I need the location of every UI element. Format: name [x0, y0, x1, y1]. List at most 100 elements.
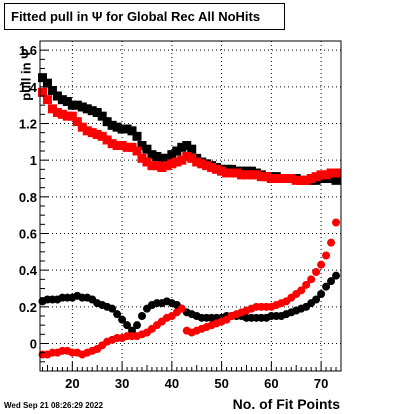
- datestamp: Wed Sep 21 08:26:29 2022: [4, 401, 104, 410]
- data-point: [133, 321, 142, 330]
- data-point: [127, 126, 137, 136]
- data-point: [322, 282, 331, 291]
- data-point: [256, 172, 266, 182]
- data-point: [276, 174, 286, 183]
- data-point: [312, 295, 321, 304]
- data-point: [182, 141, 192, 150]
- data-point: [147, 150, 157, 160]
- data-point: [311, 172, 321, 182]
- y-tick-label: 0.2: [19, 300, 37, 315]
- data-point: [251, 170, 261, 180]
- data-point: [331, 175, 341, 185]
- data-point: [162, 153, 172, 163]
- y-tick-label: 1.4: [19, 80, 38, 95]
- data-point: [317, 260, 326, 269]
- data-point: [217, 166, 227, 176]
- data-point: [67, 111, 77, 121]
- data-point: [127, 142, 137, 152]
- y-axis-label: pull in Ψ: [18, 48, 34, 101]
- data-point: [112, 122, 122, 132]
- data-point: [137, 141, 147, 150]
- data-point: [332, 218, 341, 227]
- x-tick-label: 50: [214, 376, 228, 391]
- data-point: [307, 275, 316, 284]
- data-series: [37, 73, 341, 359]
- data-point: [177, 155, 187, 165]
- data-point: [87, 106, 97, 116]
- data-point: [167, 159, 177, 169]
- data-point: [232, 168, 242, 178]
- data-point: [137, 153, 147, 163]
- data-point: [123, 321, 132, 330]
- data-point: [241, 170, 251, 180]
- data-point: [192, 157, 202, 167]
- data-point: [302, 280, 311, 289]
- data-point: [62, 111, 72, 121]
- data-point: [316, 170, 326, 180]
- data-point: [57, 95, 67, 105]
- data-point: [97, 131, 107, 141]
- data-point: [327, 238, 336, 247]
- data-point: [72, 117, 82, 127]
- data-point: [92, 130, 102, 139]
- data-point: [147, 161, 157, 171]
- data-point: [72, 100, 82, 110]
- data-point: [37, 87, 47, 97]
- data-point: [246, 170, 256, 180]
- data-point: [112, 141, 122, 150]
- tick-labels: 20 30 40 50 60 70 0 0.2 0.4 0.6 0.8 1 1.2 1.4 1.6: [19, 43, 328, 391]
- data-point: [157, 153, 167, 163]
- chart-title: Fitted pull in Ψ for Global Rec All NoHi…: [4, 3, 285, 30]
- data-point: [122, 142, 132, 152]
- data-point: [157, 163, 167, 172]
- x-tick-label: 20: [65, 376, 79, 391]
- data-point: [207, 163, 217, 172]
- data-point: [266, 174, 276, 183]
- data-point: [331, 168, 341, 178]
- data-point: [102, 117, 112, 127]
- data-point: [202, 161, 212, 171]
- data-point: [142, 157, 152, 167]
- plot-frame: [39, 40, 342, 372]
- data-point: [261, 172, 271, 182]
- data-point: [301, 175, 311, 185]
- data-point: [117, 124, 127, 134]
- data-point: [172, 146, 182, 156]
- data-point: [47, 86, 57, 95]
- data-point: [77, 102, 87, 112]
- data-point: [57, 109, 67, 119]
- data-point: [82, 104, 92, 114]
- data-point: [172, 157, 182, 167]
- data-point: [167, 150, 177, 160]
- data-point: [212, 164, 222, 174]
- data-point: [47, 104, 57, 114]
- data-point: [132, 131, 142, 141]
- x-tick-label: 40: [165, 376, 179, 391]
- series-1: [37, 87, 341, 185]
- data-point: [152, 152, 162, 161]
- series-3: [38, 218, 341, 359]
- data-point: [321, 170, 331, 180]
- data-point: [271, 174, 281, 183]
- data-point: [113, 310, 122, 319]
- data-point: [52, 91, 62, 101]
- data-point: [317, 290, 326, 298]
- data-point: [322, 251, 331, 260]
- data-point: [77, 122, 87, 132]
- data-point: [107, 139, 117, 149]
- data-point: [222, 168, 232, 178]
- y-tick-label: 0: [30, 337, 37, 352]
- y-tick-label: 1: [30, 153, 37, 168]
- data-point: [326, 174, 336, 183]
- data-point: [118, 315, 127, 324]
- data-point: [291, 175, 301, 185]
- data-point: [332, 271, 341, 280]
- y-tick-label: 0.4: [19, 263, 38, 278]
- data-point: [286, 174, 296, 183]
- data-point: [142, 144, 152, 154]
- data-point: [137, 312, 146, 320]
- data-point: [177, 142, 187, 152]
- x-axis-label: No. of Fit Points: [232, 396, 340, 412]
- series-2: [38, 271, 341, 335]
